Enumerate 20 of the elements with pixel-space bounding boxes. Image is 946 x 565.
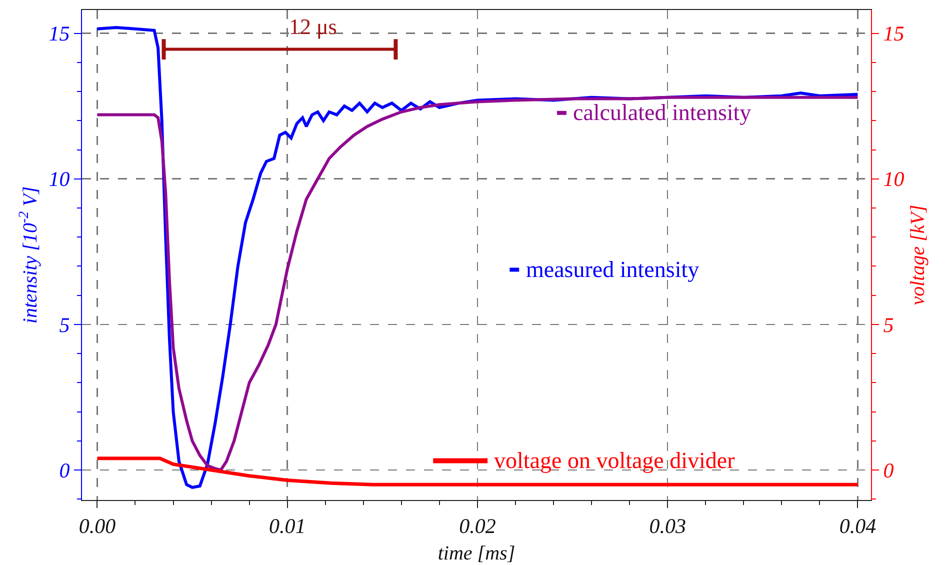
x-tick-label: 0.01 xyxy=(268,514,306,538)
legend-label: measured intensity xyxy=(526,257,700,282)
x-axis-title: time [ms] xyxy=(438,542,516,565)
y-tick-label: 0 xyxy=(59,458,70,482)
y2-tick-label: 5 xyxy=(883,312,894,337)
annotation: 12 μs xyxy=(289,14,337,39)
y-tick-label: 5 xyxy=(59,312,70,337)
x-tick-label: 0.03 xyxy=(649,514,686,538)
y-tick-label: 10 xyxy=(48,167,70,192)
y2-tick-label: 0 xyxy=(883,458,894,482)
legend-label: calculated intensity xyxy=(573,100,752,125)
x-tick-label: 0.00 xyxy=(78,514,116,538)
legend-label: voltage on voltage divider xyxy=(494,448,736,473)
y2-axis-title: voltage [kV] xyxy=(907,204,930,306)
y2-tick-label: 10 xyxy=(883,167,905,192)
x-tick-label: 0.04 xyxy=(839,514,877,538)
y2-tick-label: 15 xyxy=(883,22,904,46)
x-tick-label: 0.02 xyxy=(459,514,496,538)
y-tick-label: 15 xyxy=(48,22,70,46)
line-series xyxy=(96,96,860,472)
